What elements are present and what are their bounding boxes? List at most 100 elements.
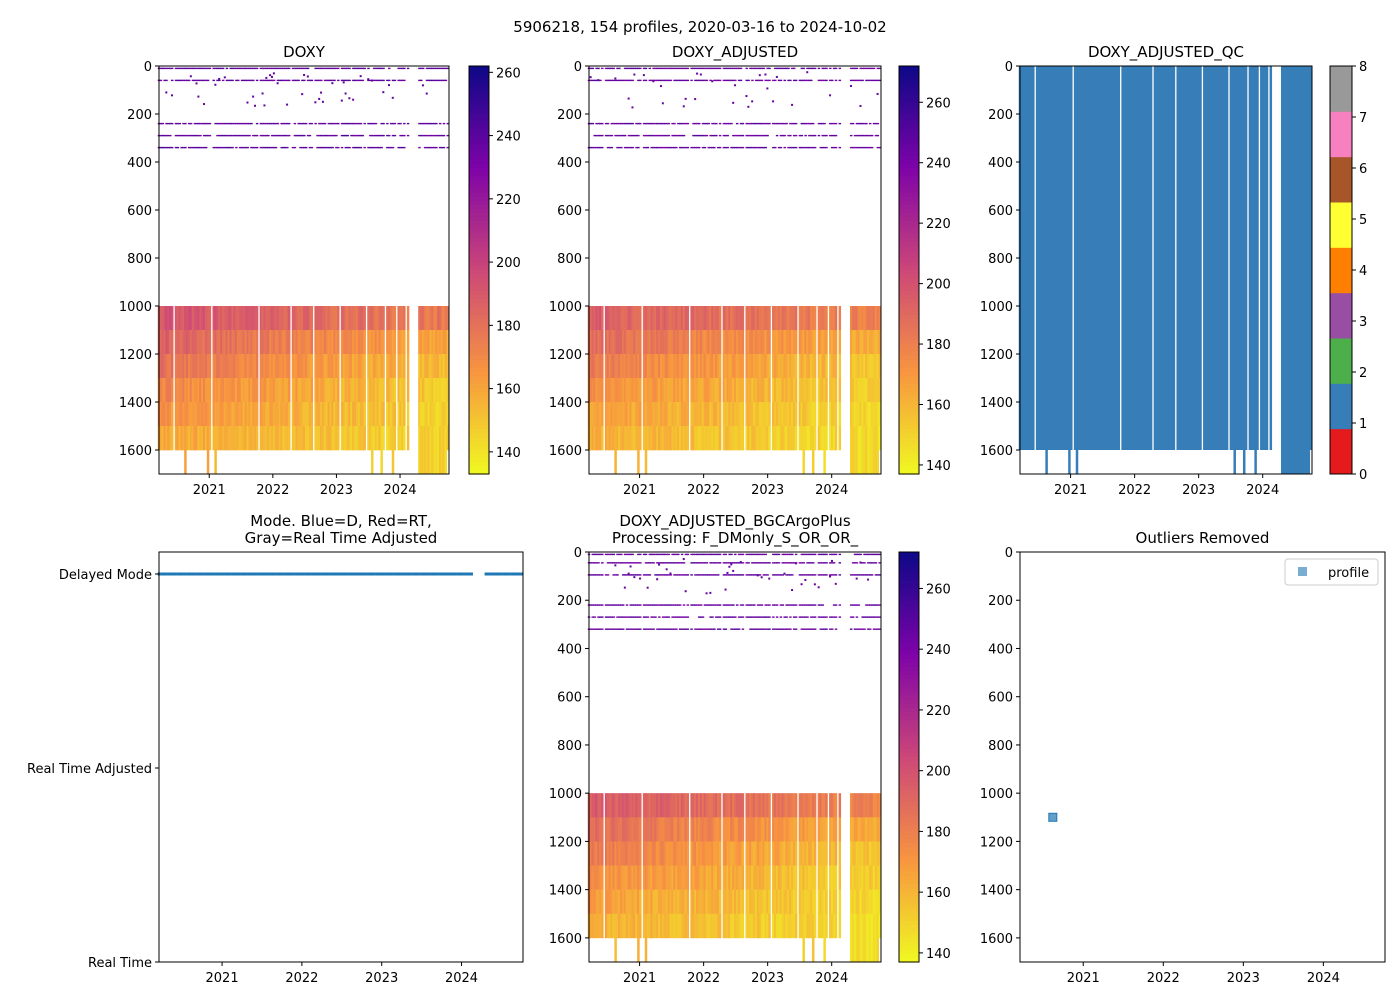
bgc-cell: [601, 914, 603, 938]
bgc-cell: [730, 563, 732, 565]
bgc-cell: [639, 616, 641, 617]
doxy-adjusted-cell: [736, 123, 738, 124]
mode-point: [305, 573, 308, 576]
doxy-cell: [171, 330, 173, 354]
doxy-colorbar-segment: [469, 356, 489, 361]
bgc-cell: [825, 866, 827, 890]
mode-point: [352, 573, 355, 576]
doxy-colorbar-segment: [469, 168, 489, 173]
doxy-adjusted-cell: [639, 330, 641, 354]
bgc-cell: [825, 793, 827, 817]
doxy-adjusted-qc-colorbar-segment: [1330, 247, 1352, 293]
doxy-cell: [399, 123, 401, 124]
doxy-cell: [403, 402, 405, 426]
bgc-cell: [768, 866, 770, 890]
doxy-cell: [203, 103, 205, 105]
doxy-adjusted-cell: [768, 378, 770, 402]
doxy-cell: [273, 80, 275, 81]
doxy-adjusted-cell: [742, 402, 744, 426]
doxy-cell: [324, 123, 326, 124]
doxy-cell: [263, 104, 265, 106]
doxy-adjusted-cell: [607, 123, 609, 124]
doxy-cell: [443, 147, 445, 148]
doxy-colorbar-segment: [469, 115, 489, 120]
doxy-cell: [169, 135, 171, 136]
doxy-cell: [252, 96, 254, 98]
mode-point: [399, 573, 402, 576]
doxy-adjusted-colorbar-segment: [899, 237, 919, 242]
mode-xtick-label: 2021: [206, 971, 239, 986]
doxy-adjusted-colorbar-segment: [899, 376, 919, 381]
doxy-adjusted-colorbar-segment: [899, 180, 919, 185]
mode-point: [248, 573, 251, 576]
doxy-adjusted-colorbar-segment: [899, 217, 919, 222]
doxy-cell: [337, 402, 339, 426]
doxy-cell: [403, 426, 405, 450]
doxy-cell: [165, 91, 167, 93]
mode-point: [425, 573, 428, 576]
doxy-cell: [382, 68, 384, 69]
doxy-adjusted-cell: [631, 106, 633, 108]
doxy-adjusted-cell: [639, 80, 641, 81]
doxy-adjusted-colorbar-segment: [899, 401, 919, 406]
doxy-cell: [341, 100, 343, 102]
doxy-adjusted-colorbar-segment: [899, 119, 919, 124]
bgc-cell: [812, 562, 814, 563]
doxy-adjusted-cell: [590, 76, 592, 78]
mode-point: [231, 573, 234, 576]
doxy-adjusted-cell: [649, 68, 651, 69]
mode-point: [421, 573, 424, 576]
doxy-cell: [341, 147, 343, 148]
doxy-cell: [382, 402, 384, 426]
doxy-cell: [394, 135, 396, 136]
doxy-adjusted-ytick-label: 1000: [549, 300, 582, 315]
mode-point: [385, 573, 388, 576]
doxy-cell: [171, 123, 173, 124]
bgc-cell: [768, 578, 770, 580]
bgc-cell: [791, 554, 793, 555]
doxy-adjusted-cell: [662, 102, 664, 104]
doxy-cell: [382, 426, 384, 450]
doxy-cell: [363, 402, 365, 426]
doxy-cell: [407, 135, 409, 136]
mode-point: [290, 573, 293, 576]
doxy-cell: [363, 123, 365, 124]
doxy-adjusted-cell: [768, 80, 770, 81]
doxy-cell: [277, 82, 279, 84]
doxy-adjusted-cell: [795, 135, 797, 136]
bgc-cell: [687, 616, 689, 617]
doxy-adjusted-cell: [839, 306, 841, 330]
bgc-cell: [814, 793, 816, 817]
doxy-adjusted-cell: [795, 147, 797, 148]
doxy-adjusted-colorbar-segment: [899, 90, 919, 95]
doxy-cell: [337, 147, 339, 148]
doxy-colorbar-segment: [469, 396, 489, 401]
doxy-adjusted-cell: [768, 306, 770, 330]
doxy-adjusted-cell: [839, 80, 841, 81]
doxy-cell: [343, 81, 345, 83]
doxy-adjusted-cell: [774, 147, 776, 148]
bgc-cell: [601, 604, 603, 605]
doxy-cell: [256, 330, 258, 354]
bgc-cell: [835, 890, 837, 914]
doxy-cell: [307, 75, 309, 77]
bgc-cell: [776, 616, 778, 617]
bgc-cell: [719, 866, 721, 890]
doxy-cell: [288, 80, 290, 81]
doxy-adjusted-colorbar-segment: [899, 441, 919, 446]
mode-point: [404, 573, 407, 576]
doxy-colorbar-segment: [469, 445, 489, 450]
doxy-cell: [288, 123, 290, 124]
mode-point: [215, 573, 218, 576]
bgc-cell: [839, 616, 841, 617]
doxy-adjusted-cell: [719, 426, 721, 450]
doxy-cell: [318, 98, 320, 100]
bgc-cell: [835, 866, 837, 890]
doxy-cell: [345, 93, 347, 95]
doxy-adjusted-ytick-label: 400: [557, 156, 582, 171]
doxy-cell: [403, 135, 405, 136]
doxy-adjusted-cell: [812, 123, 814, 124]
doxy-adjusted-cell: [785, 123, 787, 124]
doxy-adjusted-cell: [592, 68, 594, 69]
doxy-colorbar-segment: [469, 90, 489, 95]
